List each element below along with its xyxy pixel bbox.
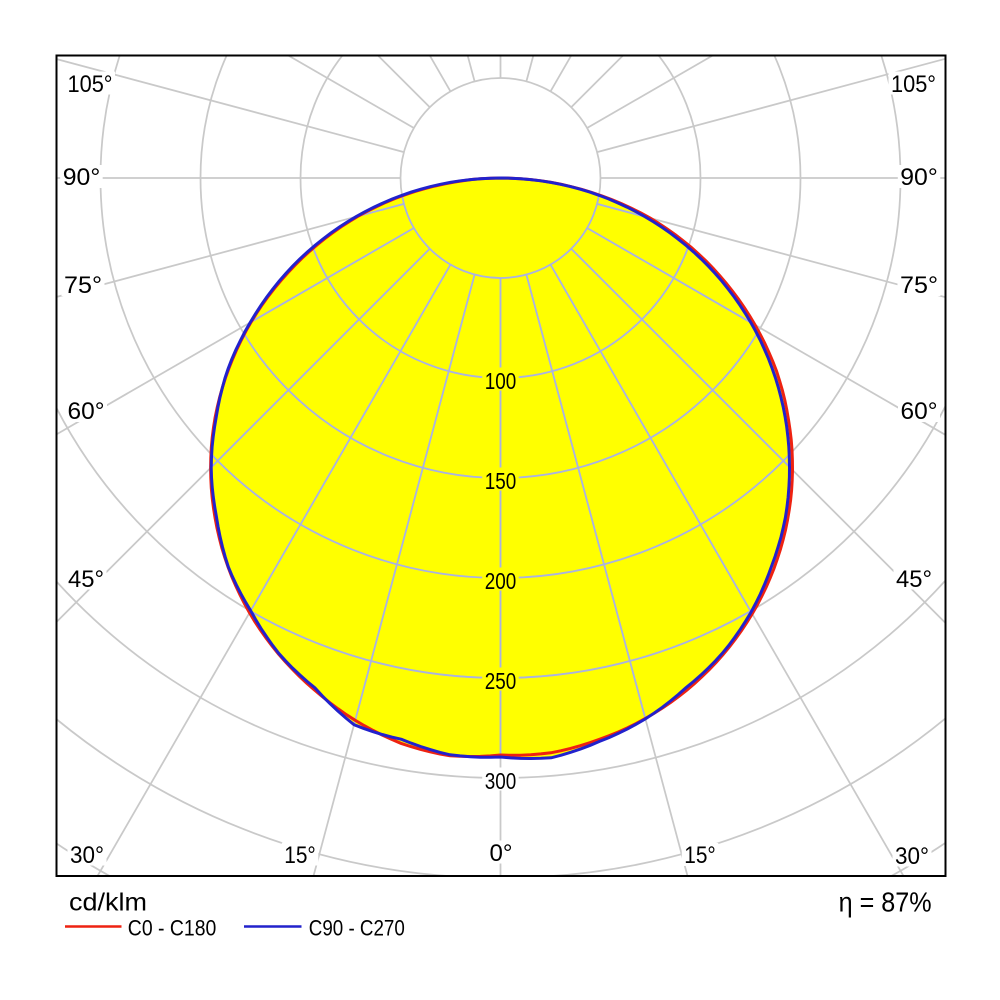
svg-text:60°: 60° — [901, 398, 938, 425]
svg-text:75°: 75° — [64, 272, 102, 299]
svg-text:250: 250 — [485, 668, 517, 694]
svg-text:75°: 75° — [900, 272, 938, 299]
svg-text:105°: 105° — [891, 71, 936, 98]
svg-text:η = 87%: η = 87% — [839, 887, 932, 918]
svg-text:cd/klm: cd/klm — [69, 889, 147, 917]
svg-text:C90 - C270: C90 - C270 — [309, 916, 405, 941]
svg-text:150: 150 — [485, 468, 517, 494]
svg-text:105°: 105° — [68, 71, 113, 98]
svg-text:300: 300 — [485, 768, 517, 794]
svg-text:45°: 45° — [68, 566, 104, 593]
svg-text:60°: 60° — [68, 398, 105, 425]
svg-text:0°: 0° — [490, 840, 513, 867]
svg-text:C0 - C180: C0 - C180 — [128, 916, 217, 941]
svg-text:90°: 90° — [900, 164, 938, 191]
svg-text:15°: 15° — [684, 842, 716, 869]
svg-text:90°: 90° — [63, 164, 101, 191]
svg-text:15°: 15° — [284, 842, 316, 869]
svg-text:45°: 45° — [896, 566, 932, 593]
svg-text:30°: 30° — [70, 842, 104, 869]
svg-text:30°: 30° — [895, 843, 929, 870]
svg-text:200: 200 — [485, 568, 517, 594]
svg-text:100: 100 — [485, 368, 517, 394]
